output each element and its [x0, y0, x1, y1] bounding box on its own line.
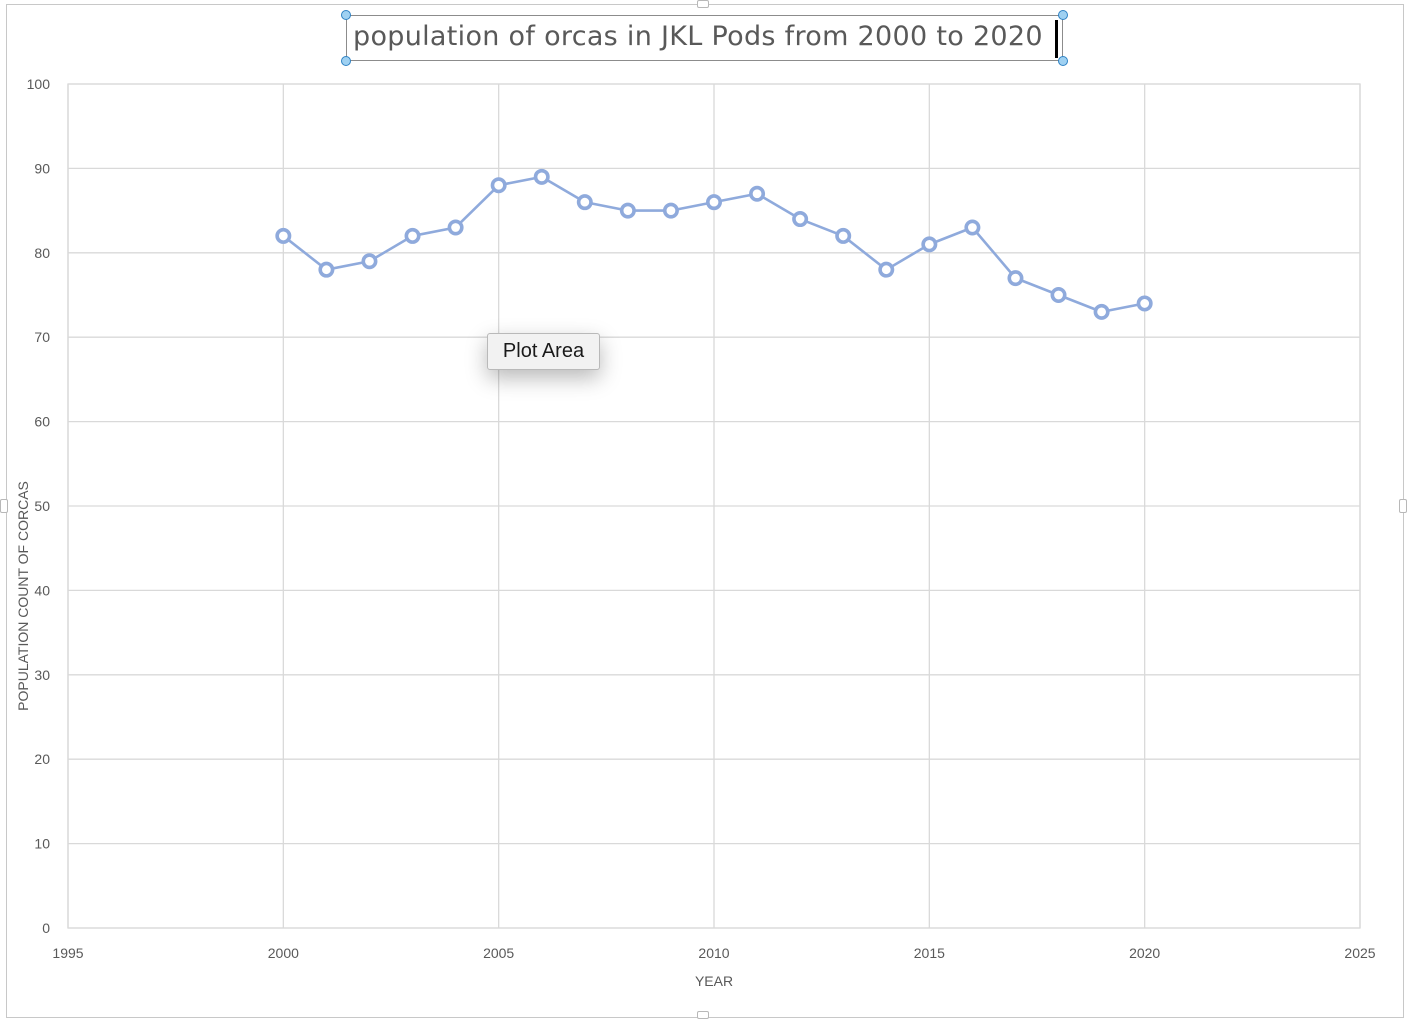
x-tick-label: 2005: [483, 945, 514, 961]
data-point[interactable]: [921, 236, 938, 253]
data-point[interactable]: [792, 211, 809, 228]
x-tick-label: 2000: [268, 945, 299, 961]
data-point[interactable]: [662, 202, 679, 219]
data-point[interactable]: [576, 194, 593, 211]
data-point[interactable]: [1136, 295, 1153, 312]
y-tick-label: 70: [34, 329, 50, 345]
x-axis-title: YEAR: [695, 973, 733, 989]
y-tick-label: 30: [34, 667, 50, 683]
x-tick-label: 2025: [1344, 945, 1375, 961]
data-point[interactable]: [619, 202, 636, 219]
title-selection-handle-top-right[interactable]: [1058, 10, 1068, 20]
frame-resize-handle-bottom[interactable]: [697, 1011, 709, 1019]
data-point[interactable]: [878, 261, 895, 278]
y-tick-label: 40: [34, 582, 50, 598]
plot-area-tooltip: Plot Area: [487, 333, 600, 370]
data-point[interactable]: [361, 253, 378, 270]
frame-resize-handle-right[interactable]: [1399, 499, 1407, 513]
data-point[interactable]: [490, 177, 507, 194]
data-point[interactable]: [447, 219, 464, 236]
chart-title-box[interactable]: population of orcas in JKL Pods from 200…: [346, 15, 1063, 61]
x-tick-label: 2020: [1129, 945, 1160, 961]
data-point[interactable]: [275, 227, 292, 244]
data-point[interactable]: [404, 227, 421, 244]
data-point[interactable]: [964, 219, 981, 236]
title-selection-handle-bottom-left[interactable]: [341, 56, 351, 66]
x-tick-label: 2015: [914, 945, 945, 961]
axes: 0 10 20 30 40 50 60 70 80 90 100 1995 2000 2005 2010 20…: [27, 76, 1376, 961]
y-tick-label: 50: [34, 498, 50, 514]
y-tick-label: 10: [34, 836, 50, 852]
data-point[interactable]: [835, 227, 852, 244]
y-tick-label: 90: [34, 160, 50, 176]
y-tick-label: 0: [42, 920, 50, 936]
y-tick-label: 80: [34, 245, 50, 261]
y-axis-title: POPULATION COUNT OF CORCAS: [15, 481, 31, 711]
title-selection-handle-bottom-right[interactable]: [1058, 56, 1068, 66]
frame-resize-handle-top[interactable]: [697, 0, 709, 8]
data-point[interactable]: [533, 168, 550, 185]
series-orca-population: [275, 168, 1153, 320]
data-point[interactable]: [749, 185, 766, 202]
frame-resize-handle-left[interactable]: [0, 499, 8, 513]
text-cursor: [1055, 20, 1058, 58]
chart-title[interactable]: population of orcas in JKL Pods from 200…: [353, 21, 1043, 52]
title-selection-handle-top-left[interactable]: [341, 10, 351, 20]
data-point[interactable]: [1007, 270, 1024, 287]
data-point[interactable]: [705, 194, 722, 211]
y-tick-label: 60: [34, 414, 50, 430]
gridlines: [67, 83, 1361, 929]
y-tick-label: 20: [34, 751, 50, 767]
x-tick-label: 2010: [698, 945, 729, 961]
x-tick-label: 1995: [52, 945, 83, 961]
data-point[interactable]: [1093, 303, 1110, 320]
y-tick-label: 100: [27, 76, 51, 92]
data-point[interactable]: [318, 261, 335, 278]
data-point[interactable]: [1050, 286, 1067, 303]
